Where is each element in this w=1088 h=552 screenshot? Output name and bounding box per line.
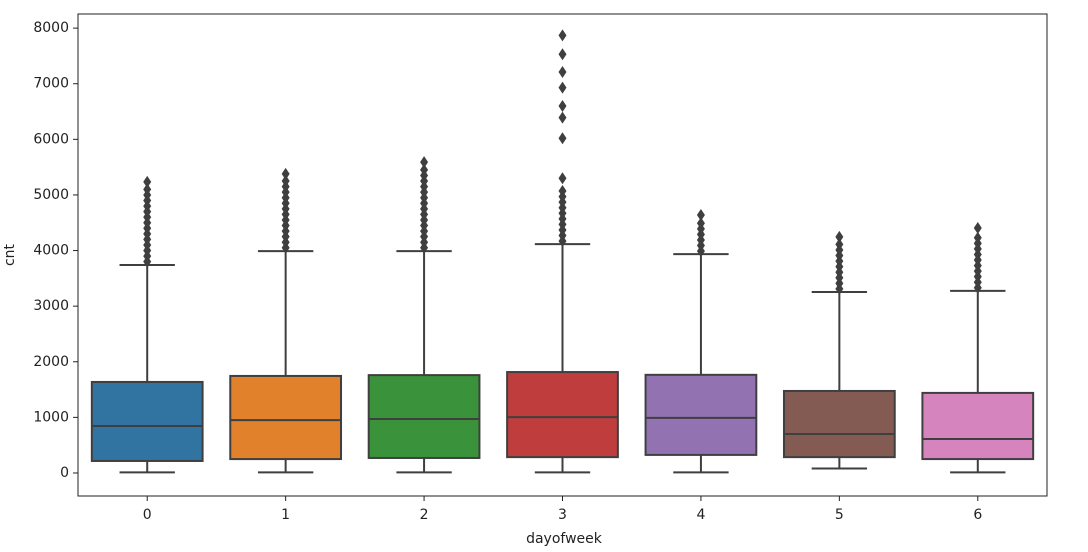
outlier bbox=[558, 48, 567, 61]
box bbox=[367, 374, 481, 459]
outlier bbox=[143, 183, 152, 196]
x-tick-label: 5 bbox=[835, 507, 844, 523]
outlier bbox=[696, 217, 705, 230]
outlier bbox=[835, 238, 844, 251]
outlier bbox=[420, 156, 429, 169]
y-tick-label: 6000 bbox=[33, 131, 69, 147]
box bbox=[921, 391, 1035, 461]
outlier bbox=[281, 175, 290, 188]
outlier bbox=[558, 29, 567, 42]
box bbox=[782, 389, 896, 459]
x-tick-label: 3 bbox=[558, 507, 567, 523]
outlier bbox=[558, 185, 567, 198]
y-tick-label: 2000 bbox=[33, 354, 69, 370]
outlier bbox=[558, 66, 567, 79]
outlier bbox=[558, 81, 567, 94]
outlier bbox=[558, 132, 567, 145]
y-axis-label: cnt bbox=[2, 243, 18, 266]
y-tick-label: 0 bbox=[60, 465, 69, 481]
y-tick-label: 1000 bbox=[33, 409, 69, 425]
outlier bbox=[558, 99, 567, 112]
box bbox=[90, 380, 204, 462]
y-tick-label: 7000 bbox=[33, 76, 69, 92]
x-tick-label: 1 bbox=[281, 507, 290, 523]
box bbox=[229, 374, 343, 461]
outlier bbox=[973, 222, 982, 235]
x-axis-label: dayofweek bbox=[526, 531, 603, 547]
outlier bbox=[973, 231, 982, 244]
y-tick-label: 8000 bbox=[33, 20, 69, 36]
x-tick-label: 2 bbox=[420, 507, 429, 523]
outlier bbox=[420, 163, 429, 176]
x-tick-label: 6 bbox=[973, 507, 982, 523]
y-tick-label: 3000 bbox=[33, 298, 69, 314]
box bbox=[644, 373, 758, 456]
plot-frame bbox=[77, 13, 1048, 497]
outlier bbox=[281, 167, 290, 180]
outlier bbox=[835, 230, 844, 243]
y-tick-label: 5000 bbox=[33, 187, 69, 203]
x-tick-label: 4 bbox=[696, 507, 705, 523]
outlier bbox=[696, 208, 705, 221]
outlier bbox=[558, 172, 567, 185]
y-tick-label: 4000 bbox=[33, 243, 69, 259]
outlier bbox=[558, 111, 567, 124]
x-tick-label: 0 bbox=[143, 507, 152, 523]
box bbox=[506, 371, 619, 459]
outlier bbox=[143, 175, 152, 188]
